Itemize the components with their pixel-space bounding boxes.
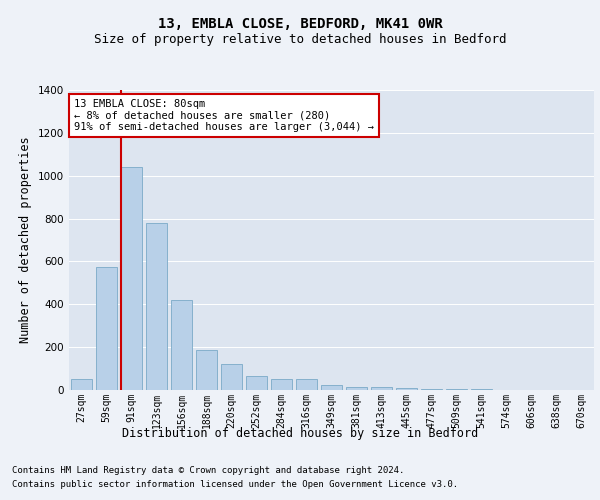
Bar <box>196 350 217 390</box>
Text: Contains HM Land Registry data © Crown copyright and database right 2024.: Contains HM Land Registry data © Crown c… <box>12 466 404 475</box>
Bar <box>96 267 117 390</box>
Bar <box>121 167 142 390</box>
Bar <box>371 387 392 390</box>
Bar <box>446 389 467 390</box>
Bar <box>171 300 192 390</box>
Text: 13, EMBLA CLOSE, BEDFORD, MK41 0WR: 13, EMBLA CLOSE, BEDFORD, MK41 0WR <box>158 18 442 32</box>
Bar <box>221 364 242 390</box>
Text: 13 EMBLA CLOSE: 80sqm
← 8% of detached houses are smaller (280)
91% of semi-deta: 13 EMBLA CLOSE: 80sqm ← 8% of detached h… <box>74 99 374 132</box>
Bar <box>146 223 167 390</box>
Bar <box>346 387 367 390</box>
Text: Distribution of detached houses by size in Bedford: Distribution of detached houses by size … <box>122 428 478 440</box>
Y-axis label: Number of detached properties: Number of detached properties <box>19 136 32 344</box>
Bar <box>396 388 417 390</box>
Bar <box>271 380 292 390</box>
Text: Contains public sector information licensed under the Open Government Licence v3: Contains public sector information licen… <box>12 480 458 489</box>
Bar <box>246 376 267 390</box>
Bar <box>421 389 442 390</box>
Bar <box>321 386 342 390</box>
Bar <box>71 380 92 390</box>
Bar <box>296 380 317 390</box>
Text: Size of property relative to detached houses in Bedford: Size of property relative to detached ho… <box>94 32 506 46</box>
